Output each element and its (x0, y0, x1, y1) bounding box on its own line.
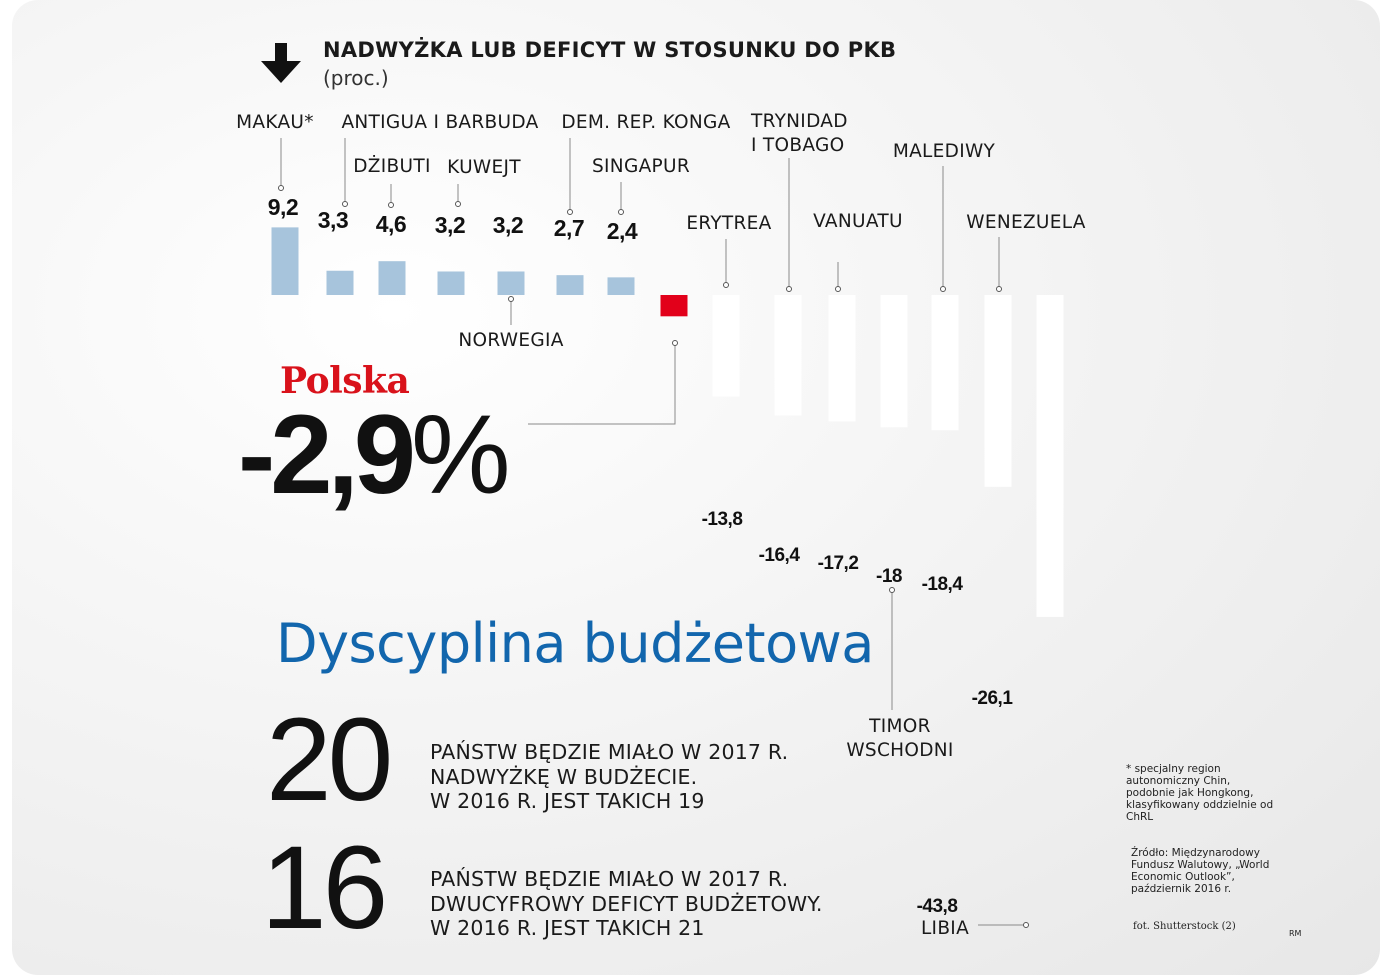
bar (1036, 295, 1064, 617)
stat-surplus-number: 20 (266, 694, 393, 826)
bar (931, 295, 959, 431)
value-label: -43,8 (917, 896, 958, 917)
stat-deficit-line: DWUCYFROWY DEFICYT BUDŻETOWY. (430, 891, 823, 916)
source-note: Źródło: Międzynarodowy Fundusz Walutowy,… (1131, 847, 1270, 895)
value-label: 2,4 (607, 218, 638, 244)
leader-line (528, 343, 676, 425)
bar (437, 271, 465, 295)
value-label: 9,2 (268, 194, 298, 220)
leader-dot (567, 209, 573, 215)
stat-surplus-line: W 2016 R. JEST TAKICH 19 (430, 789, 705, 813)
leader-dot (618, 209, 624, 215)
leader-dot (786, 286, 792, 292)
bar (271, 227, 299, 295)
bar (984, 295, 1012, 487)
value-label: 2,7 (554, 215, 584, 241)
bar (607, 277, 635, 295)
leader-dot (342, 201, 348, 207)
category-label: SINGAPUR (592, 156, 690, 177)
bar (828, 295, 856, 422)
category-label: DEM. REP. KONGA (561, 112, 730, 133)
leader-dot (940, 286, 946, 292)
chart-title: NADWYŻKA LUB DEFICYT W STOSUNKU DO PKB (323, 38, 897, 62)
value-label: -13,8 (702, 509, 743, 530)
stat-surplus-line: PAŃSTW BĘDZIE MIAŁO W 2017 R. (430, 740, 789, 764)
category-label: WENEZUELA (966, 212, 1086, 233)
bar (712, 295, 740, 397)
category-label: NORWEGIA (458, 330, 563, 351)
value-label: -26,1 (972, 688, 1014, 709)
category-label: MALEDIWY (893, 141, 996, 162)
chart-unit: (proc.) (323, 66, 389, 90)
leader-dot (455, 201, 461, 207)
category-label: KUWEJT (447, 157, 521, 178)
photo-credit: fot. Shutterstock (2) (1133, 921, 1236, 932)
value-label: 3,2 (435, 212, 465, 238)
bar (660, 295, 688, 317)
stat-deficit-line: PAŃSTW BĘDZIE MIAŁO W 2017 R. (430, 867, 789, 891)
category-label: TIMOR (868, 716, 931, 737)
leader-dot (508, 296, 514, 302)
infographic-card: 9,2 MAKAU* 4,6 DŻIBUTI 3,3 ANTIGUA I BARBUDA 3… (12, 0, 1380, 975)
value-label: 3,3 (318, 207, 348, 233)
stat-deficit-text: PAŃSTW BĘDZIE MIAŁO W 2017 R. DWUCYFROWY… (430, 867, 823, 941)
category-label: TRYNIDAD (750, 111, 848, 132)
category-label: LIBIA (921, 918, 969, 939)
leader-dot (996, 286, 1002, 292)
leader-dot (388, 202, 394, 208)
budget-balance-chart: 9,2 MAKAU* 4,6 DŻIBUTI 3,3 ANTIGUA I BARBUDA 3… (236, 111, 1086, 939)
bar (556, 275, 584, 295)
value-label: -17,2 (818, 553, 859, 574)
polska-value: -2,9% (238, 390, 511, 519)
value-label: -18,4 (922, 574, 964, 595)
category-label: VANUATU (813, 211, 903, 232)
polska-label: Polska (280, 360, 410, 402)
value-label: 3,2 (493, 212, 523, 238)
category-label: I TOBAGO (751, 135, 845, 156)
leader-dot (672, 340, 678, 346)
stat-surplus-line: NADWYŻKĘ W BUDŻECIE. (430, 764, 698, 789)
value-label: -18 (876, 566, 902, 587)
category-label: ANTIGUA I BARBUDA (341, 112, 538, 133)
arrow-down-icon (258, 40, 304, 90)
category-label: MAKAU* (236, 112, 314, 133)
leader-dot (1023, 922, 1029, 928)
author-initials: RM (1289, 929, 1302, 938)
category-label: ERYTREA (686, 213, 771, 234)
leader-dot (835, 286, 841, 292)
bar (326, 270, 354, 295)
value-label: 4,6 (376, 211, 406, 237)
value-label: -16,4 (759, 545, 801, 566)
stat-deficit-number: 16 (261, 822, 388, 954)
category-label: WSCHODNI (846, 740, 953, 761)
polska-value-number: -2,9 (238, 392, 416, 517)
headline: Dyscyplina budżetowa (276, 612, 874, 675)
footnote: * specjalny region autonomiczny Chin, po… (1126, 763, 1274, 823)
leader-dot (723, 282, 729, 288)
stat-surplus-text: PAŃSTW BĘDZIE MIAŁO W 2017 R. NADWYŻKĘ W… (430, 740, 788, 814)
bar (774, 295, 802, 416)
bar (880, 295, 908, 428)
leader-dot (889, 587, 895, 593)
category-label: DŻIBUTI (353, 156, 430, 177)
leader-dot (278, 185, 284, 191)
stat-deficit-line: W 2016 R. JEST TAKICH 21 (430, 916, 705, 940)
bar (378, 261, 406, 295)
bar (497, 271, 525, 295)
polska-percent-sign: % (411, 392, 511, 517)
